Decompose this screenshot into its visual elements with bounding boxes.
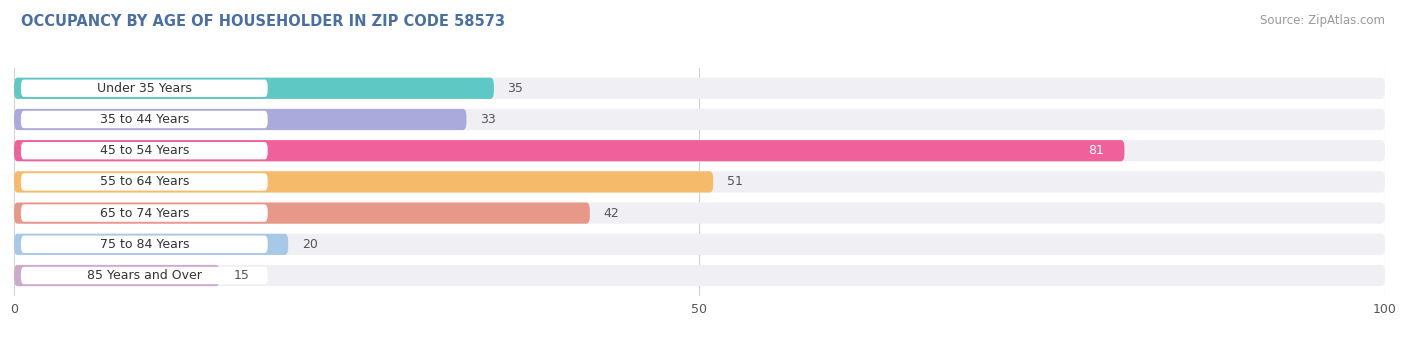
FancyBboxPatch shape (14, 109, 467, 130)
FancyBboxPatch shape (21, 267, 267, 284)
FancyBboxPatch shape (21, 80, 267, 97)
FancyBboxPatch shape (14, 171, 1385, 192)
Text: 33: 33 (481, 113, 496, 126)
FancyBboxPatch shape (14, 140, 1385, 161)
Text: 45 to 54 Years: 45 to 54 Years (100, 144, 188, 157)
FancyBboxPatch shape (21, 111, 267, 128)
FancyBboxPatch shape (14, 203, 591, 224)
Text: Under 35 Years: Under 35 Years (97, 82, 191, 95)
Text: 51: 51 (727, 175, 742, 188)
FancyBboxPatch shape (21, 236, 267, 253)
FancyBboxPatch shape (14, 140, 1125, 161)
FancyBboxPatch shape (14, 78, 1385, 99)
Text: 75 to 84 Years: 75 to 84 Years (100, 238, 188, 251)
FancyBboxPatch shape (14, 265, 219, 286)
FancyBboxPatch shape (14, 234, 1385, 255)
FancyBboxPatch shape (21, 204, 267, 222)
FancyBboxPatch shape (14, 234, 288, 255)
Text: 20: 20 (302, 238, 318, 251)
Text: 65 to 74 Years: 65 to 74 Years (100, 207, 188, 220)
Text: 15: 15 (233, 269, 249, 282)
Text: 81: 81 (1088, 144, 1104, 157)
Text: 85 Years and Over: 85 Years and Over (87, 269, 201, 282)
FancyBboxPatch shape (14, 203, 1385, 224)
FancyBboxPatch shape (21, 142, 267, 159)
FancyBboxPatch shape (14, 78, 494, 99)
Text: OCCUPANCY BY AGE OF HOUSEHOLDER IN ZIP CODE 58573: OCCUPANCY BY AGE OF HOUSEHOLDER IN ZIP C… (21, 14, 505, 29)
Text: 55 to 64 Years: 55 to 64 Years (100, 175, 188, 188)
FancyBboxPatch shape (14, 265, 1385, 286)
Text: Source: ZipAtlas.com: Source: ZipAtlas.com (1260, 14, 1385, 27)
FancyBboxPatch shape (14, 109, 1385, 130)
Text: 35: 35 (508, 82, 523, 95)
Text: 42: 42 (603, 207, 619, 220)
FancyBboxPatch shape (14, 171, 713, 192)
Text: 35 to 44 Years: 35 to 44 Years (100, 113, 188, 126)
FancyBboxPatch shape (21, 173, 267, 191)
